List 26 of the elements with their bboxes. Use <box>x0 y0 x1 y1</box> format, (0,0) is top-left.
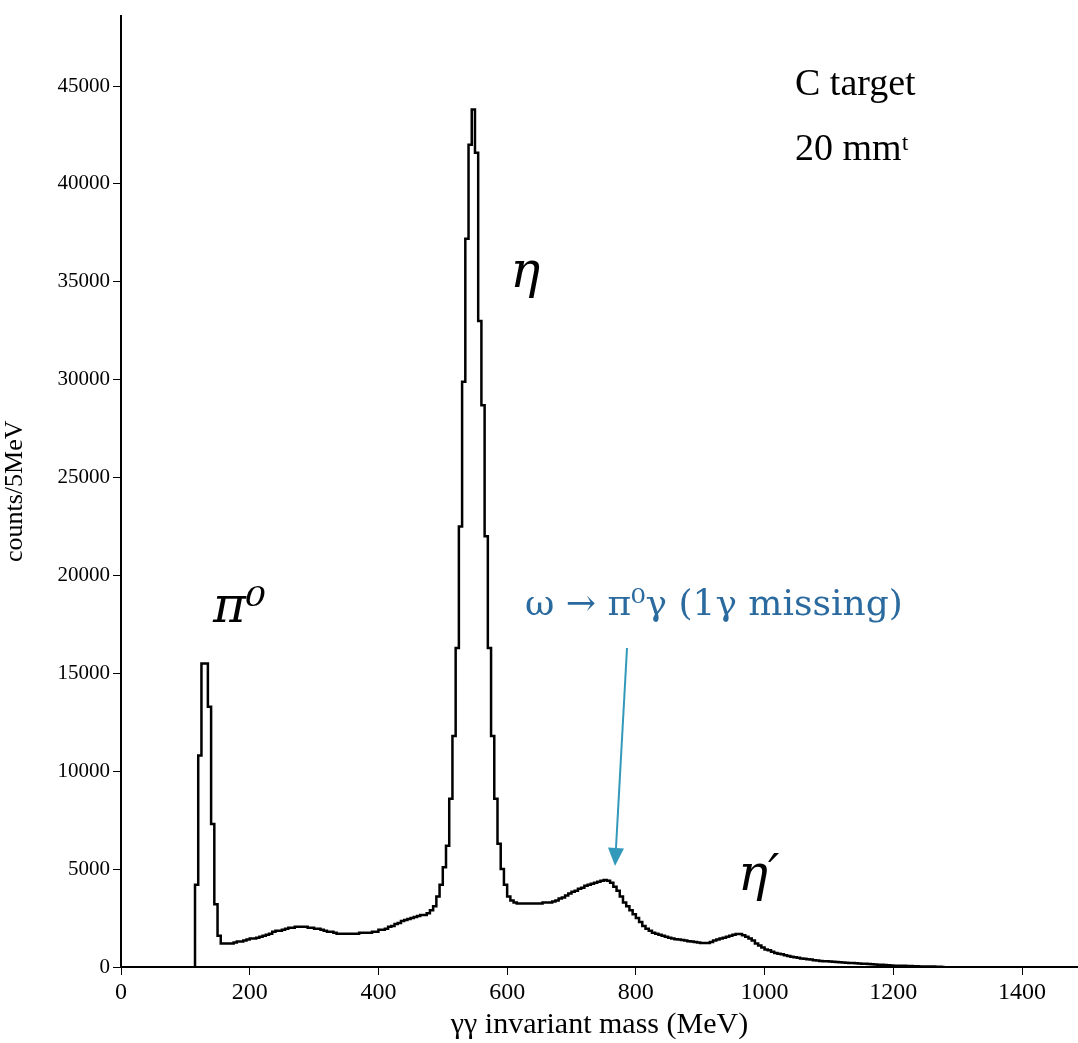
y-tick-label: 25000 <box>57 464 110 489</box>
y-tick-label: 5000 <box>68 855 110 880</box>
y-tick-label: 40000 <box>57 170 110 195</box>
annotation: η′ <box>738 844 781 903</box>
x-tick-label: 400 <box>360 977 397 1004</box>
x-tick-label: 800 <box>617 977 654 1004</box>
y-tick-label: 15000 <box>57 659 110 684</box>
x-tick-label: 1200 <box>869 977 918 1004</box>
x-tick-label: 200 <box>231 977 268 1004</box>
y-tick-label: 35000 <box>57 268 110 293</box>
annotation: C target <box>795 61 917 103</box>
y-tick-label: 0 <box>99 953 110 978</box>
annotation: ω → π⁰γ (1γ missing) <box>525 582 903 623</box>
x-tick-label: 1000 <box>740 977 789 1004</box>
y-tick-label: 30000 <box>57 366 110 391</box>
annotation: π⁰ <box>211 575 266 634</box>
y-tick-label: 45000 <box>57 72 110 97</box>
y-tick-label: 10000 <box>57 757 110 782</box>
x-tick-label: 600 <box>489 977 526 1004</box>
y-tick-label: 20000 <box>57 561 110 586</box>
y-axis-title: counts/5MeV <box>0 420 29 563</box>
x-tick-label: 1400 <box>998 977 1047 1004</box>
x-tick-label: 0 <box>115 977 127 1004</box>
annotation: η <box>510 240 541 299</box>
annotation: 20 mmᵗ <box>795 126 909 168</box>
x-axis-title: γγ invariant mass (MeV) <box>449 1005 749 1040</box>
